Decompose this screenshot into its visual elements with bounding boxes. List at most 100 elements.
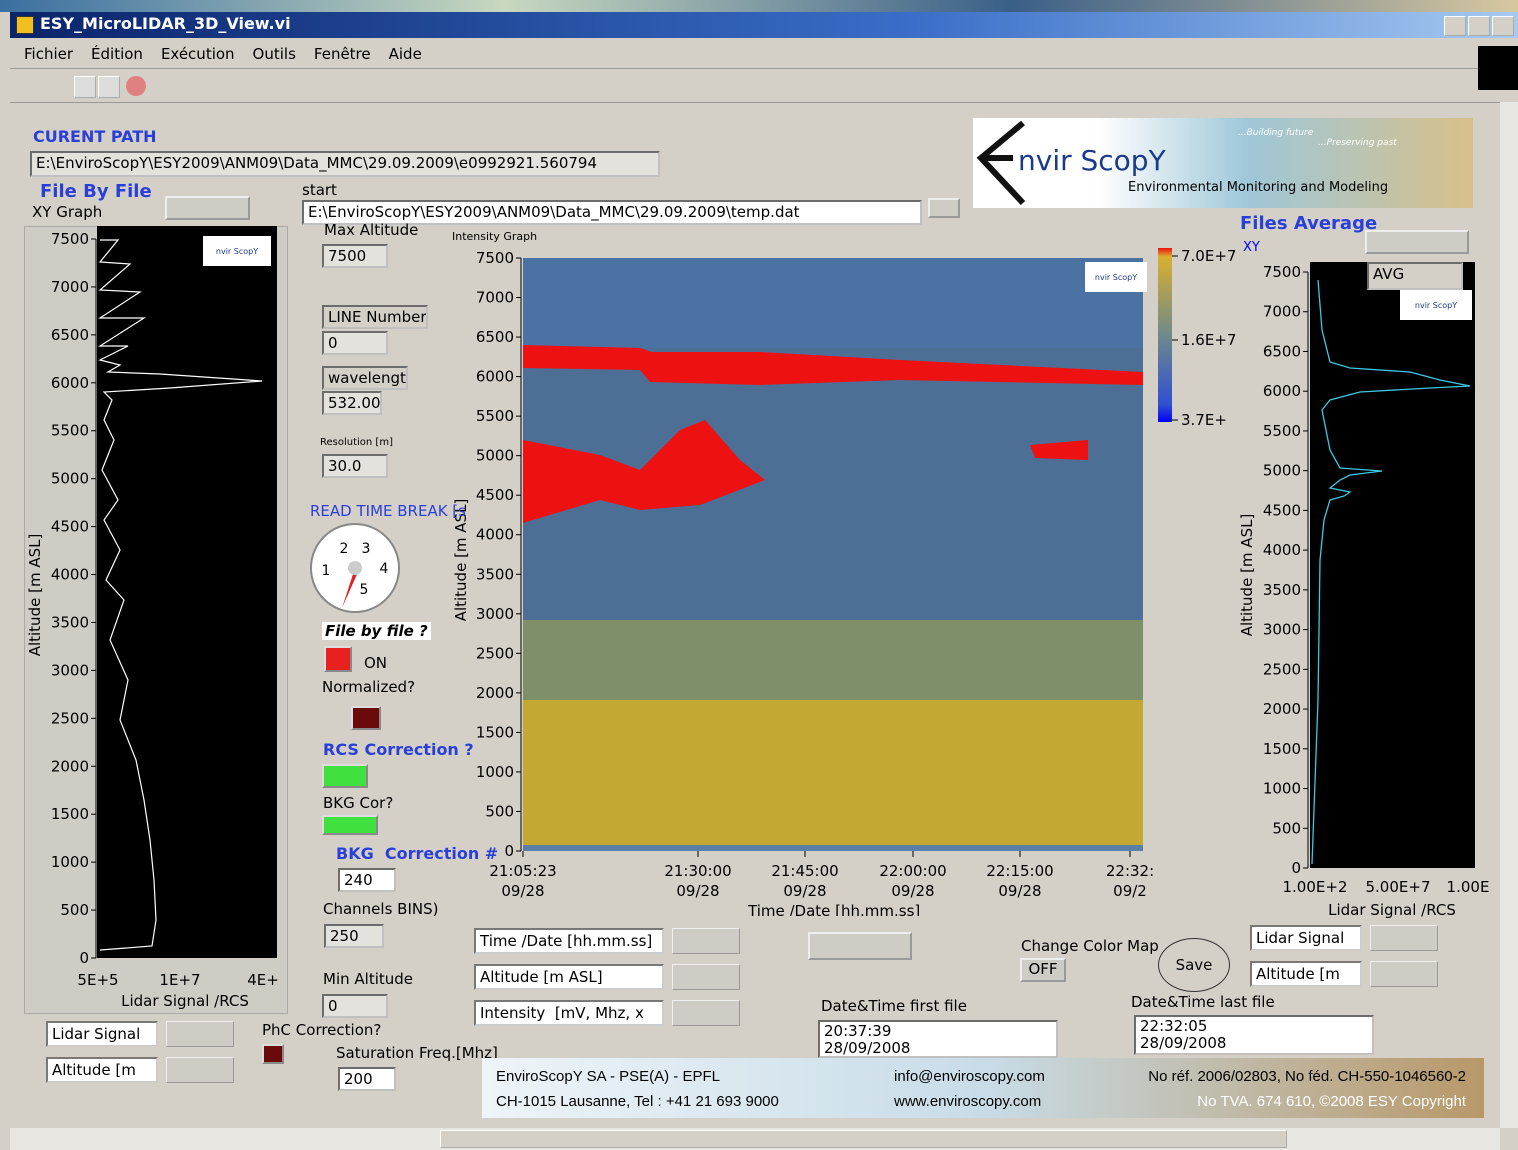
y-tick-label: 6000 — [476, 368, 514, 386]
label: RCS Correction ? — [323, 740, 474, 759]
numeric-indicator: 250 — [324, 924, 384, 948]
x-tick-label: 1.00E — [1447, 878, 1490, 896]
dial-label: 2 — [340, 541, 349, 557]
y-tick-label: 6500 — [1263, 342, 1301, 360]
y-tick-label: 0 — [504, 842, 514, 860]
y-tick-label: 1500 — [1263, 740, 1301, 758]
graph-palette[interactable] — [808, 932, 912, 960]
y-tick-label: 5500 — [476, 407, 514, 425]
y-tick-label: 6000 — [51, 374, 89, 392]
dial-label: 5 — [360, 582, 369, 598]
x-tick-label: 22:32: — [1106, 862, 1154, 880]
toggle-button[interactable] — [324, 646, 352, 672]
timestamp: 20:37:3928/09/2008 — [818, 1020, 1058, 1058]
y-tick-label: 2500 — [1263, 660, 1301, 678]
date: 28/09/2008 — [824, 1040, 1052, 1057]
y-tick-label: 2000 — [476, 684, 514, 702]
toggle-button[interactable] — [262, 1044, 284, 1064]
legend-buttons[interactable] — [1370, 961, 1438, 987]
legend-entry: Altitude [m — [46, 1057, 158, 1083]
y-tick-label: 4000 — [1263, 541, 1301, 559]
colorbar-label: 3.7E+ — [1181, 411, 1227, 429]
numeric-control[interactable]: 240 — [338, 868, 396, 892]
y-tick-label: 7500 — [1263, 263, 1301, 281]
legend-buttons[interactable] — [166, 1057, 234, 1083]
label: READ TIME BREAK [s] — [310, 502, 465, 520]
y-tick-label: 5000 — [476, 447, 514, 465]
numeric-control[interactable]: 200 — [338, 1067, 396, 1091]
legend-entry: Altitude [m ASL] — [474, 964, 664, 990]
label: wavelength — [322, 366, 408, 390]
x-tick-label: 09/28 — [783, 882, 826, 900]
y-tick-label: 6000 — [1263, 382, 1301, 400]
y-tick-label: 4000 — [51, 566, 89, 584]
legend-buttons[interactable] — [672, 928, 740, 954]
section-title: Files Average — [1240, 213, 1377, 234]
y-tick-label: 7000 — [51, 278, 89, 296]
y-tick-label: 3000 — [51, 661, 89, 679]
time: 20:37:39 — [824, 1023, 1052, 1040]
numeric-control[interactable]: 0 — [322, 994, 388, 1018]
x-tick-label: 21:30:00 — [664, 862, 731, 880]
legend-entry: Time /Date [hh.mm.ss] — [474, 928, 664, 954]
y-tick-label: 0 — [1291, 859, 1301, 877]
x-tick-label: 5.00E+7 — [1366, 878, 1431, 896]
graph-label: Intensity Graph — [452, 230, 537, 243]
y-tick-label: 7500 — [51, 230, 89, 248]
x-tick-label: 09/28 — [998, 882, 1041, 900]
legend-entry: Lidar Signal — [46, 1021, 158, 1047]
x-tick-label: 1.00E+2 — [1283, 878, 1348, 896]
label: File by file ? — [322, 622, 431, 640]
footer-text: No réf. 2006/02803, No féd. CH-550-10465… — [1148, 1068, 1466, 1085]
legend-buttons[interactable] — [166, 1021, 234, 1047]
footer-text: www.enviroscopy.com — [894, 1093, 1041, 1110]
y-tick-label: 3000 — [476, 605, 514, 623]
toggle-button[interactable] — [322, 815, 378, 835]
logo-mini: nvir ScopY — [216, 247, 258, 256]
label: Date&Time first file — [821, 997, 967, 1015]
numeric-control[interactable]: 30.0 — [322, 454, 388, 478]
label: Normalized? — [322, 678, 415, 696]
y-tick-label: 3500 — [476, 565, 514, 583]
x-tick-label: 22:00:00 — [879, 862, 946, 880]
footer-text: No TVA. 674 610, ©2008 ESY Copyright — [1197, 1093, 1466, 1110]
graph-palette[interactable] — [1365, 230, 1469, 254]
date: 28/09/2008 — [1140, 1035, 1368, 1052]
footer-text: info@enviroscopy.com — [894, 1068, 1045, 1085]
x-tick-label: 4E+ — [247, 971, 279, 989]
y-tick-label: 1500 — [476, 723, 514, 741]
y-tick-label: 6500 — [51, 326, 89, 344]
legend-buttons[interactable] — [672, 1000, 740, 1026]
dial-label: 3 — [362, 541, 371, 557]
y-tick-label: 0 — [79, 949, 89, 967]
y-tick-label: 4000 — [476, 526, 514, 544]
legend-buttons[interactable] — [672, 964, 740, 990]
y-tick-label: 7000 — [1263, 303, 1301, 321]
x-tick-label: 5E+5 — [77, 971, 118, 989]
x-tick-label: 21:45:00 — [771, 862, 838, 880]
plot-legend: AVG — [1367, 262, 1463, 290]
y-tick-label: 5000 — [1263, 462, 1301, 480]
footer-text: EnviroScopY SA - PSE(A) - EPFL — [496, 1068, 720, 1085]
x-tick-label: 09/28 — [501, 882, 544, 900]
colorbar-label: 7.0E+7 — [1181, 247, 1236, 265]
x-tick-label: 09/28 — [676, 882, 719, 900]
y-tick-label: 6500 — [476, 328, 514, 346]
y-axis-label: Altitude [m ASL] — [26, 534, 44, 657]
y-axis-label: Altitude [m ASL] — [1238, 514, 1256, 637]
plot-name: AVG — [1373, 265, 1404, 283]
legend-buttons[interactable] — [1370, 925, 1438, 951]
y-tick-label: 3500 — [51, 613, 89, 631]
toggle-button[interactable] — [322, 764, 368, 788]
toggle-state: ON — [364, 654, 387, 672]
x-tick-label: 1E+7 — [159, 971, 200, 989]
label: Max Altitude — [324, 221, 418, 239]
numeric-control[interactable]: 7500 — [322, 244, 388, 268]
y-tick-label: 2500 — [476, 644, 514, 662]
numeric-control[interactable]: 0 — [322, 331, 388, 355]
save-button[interactable]: Save — [1158, 938, 1230, 992]
toggle-button[interactable]: OFF — [1020, 958, 1066, 982]
toggle-button[interactable] — [351, 706, 381, 730]
y-tick-label: 7000 — [476, 289, 514, 307]
y-tick-label: 500 — [60, 901, 89, 919]
